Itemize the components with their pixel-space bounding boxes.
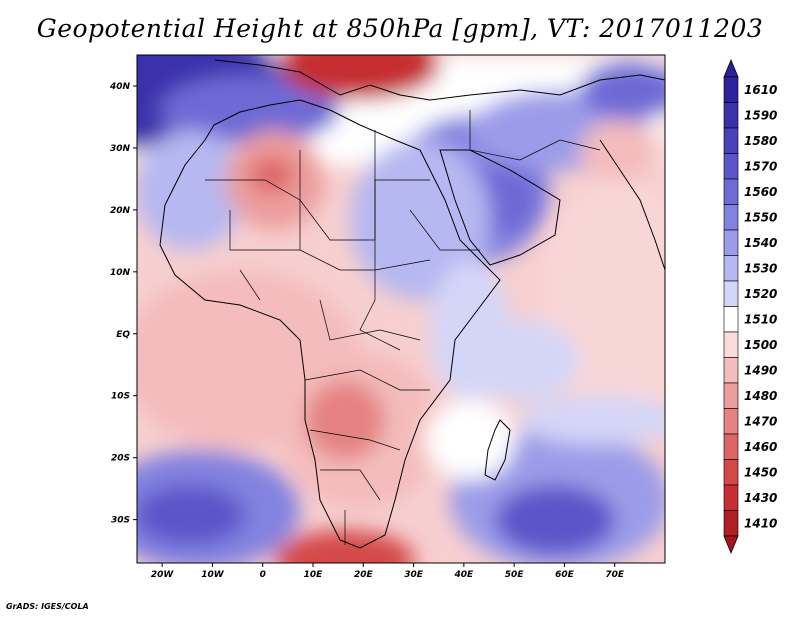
colorbar-label: 1610 xyxy=(744,83,777,97)
colorbar-label: 1490 xyxy=(744,363,777,377)
colorbar-label: 1460 xyxy=(744,440,777,454)
lon-tick-label: 10W xyxy=(201,570,225,580)
india-coastline xyxy=(599,139,665,271)
colorbar-label: 1450 xyxy=(744,465,777,479)
lat-tick-label: 20S xyxy=(111,454,130,464)
colorbar-label: 1520 xyxy=(744,287,777,301)
colorbar-label: 1550 xyxy=(744,210,777,224)
lat-tick-label: 30S xyxy=(111,516,130,526)
colorbar-swatch xyxy=(723,127,739,154)
lon-tick-label: 0 xyxy=(260,570,266,580)
colorbar-swatch xyxy=(723,306,739,333)
colorbar-label: 1480 xyxy=(744,389,777,403)
lon-tick-label: 10E xyxy=(304,570,324,580)
colorbar-swatch xyxy=(723,408,739,435)
lon-tick-label: 20E xyxy=(354,570,374,580)
lat-tick-label: 30N xyxy=(110,144,131,154)
colorbar-label: 1540 xyxy=(744,236,777,250)
africa-coastline xyxy=(159,99,501,549)
lat-tick-label: 10S xyxy=(111,392,130,402)
colorbar-label: 1530 xyxy=(744,261,777,275)
colorbar-swatch xyxy=(723,76,739,103)
lat-tick-label: 20N xyxy=(110,206,131,216)
lon-tick-label: 40E xyxy=(454,570,475,580)
colorbar-label: 1410 xyxy=(744,516,777,530)
colorbar-label: 1580 xyxy=(744,134,777,148)
colorbar-swatch xyxy=(723,459,739,486)
colorbar-swatch xyxy=(723,510,739,537)
colorbar-label: 1570 xyxy=(744,159,777,173)
map-axes: 20W 10W 0 10E 20E 30E 40E 50E 60E 70E 40N 30N 20N 10N… xyxy=(109,82,625,580)
europe-coastline xyxy=(214,59,665,101)
colorbar: 1610 1590 1580 1570 1560 1550 1540 1530 1520 1510… xyxy=(723,58,777,555)
lat-tick-label: EQ xyxy=(116,330,130,340)
map-title: Geopotential Height at 850hPa [gpm], VT:… xyxy=(36,14,764,43)
madagascar-coastline xyxy=(484,419,511,481)
lat-tick-label: 10N xyxy=(110,268,131,278)
colorbar-swatch xyxy=(723,357,739,384)
arabia-coastline xyxy=(439,149,561,266)
colorbar-swatch xyxy=(723,204,739,231)
colorbar-label: 1510 xyxy=(744,312,777,326)
plot-frame xyxy=(136,54,666,564)
lon-tick-label: 20W xyxy=(151,570,175,580)
lon-tick-label: 60E xyxy=(555,570,575,580)
colorbar-label: 1500 xyxy=(744,338,777,352)
colorbar-label: 1430 xyxy=(744,491,777,505)
colorbar-swatch xyxy=(723,382,739,409)
colorbar-swatch xyxy=(723,280,739,307)
colorbar-swatch xyxy=(723,153,739,180)
colorbar-swatch xyxy=(723,255,739,282)
colorbar-swatch xyxy=(723,178,739,205)
colorbar-swatch xyxy=(723,331,739,358)
height-field xyxy=(137,55,665,563)
colorbar-swatch xyxy=(723,229,739,256)
colorbar-label: 1590 xyxy=(744,108,777,122)
colorbar-swatch xyxy=(723,484,739,511)
colorbar-swatch xyxy=(723,433,739,460)
coastlines xyxy=(159,59,665,549)
country-borders xyxy=(205,110,601,545)
colorbar-bottom-arrow xyxy=(723,535,739,555)
colorbar-label: 1560 xyxy=(744,185,777,199)
lon-tick-label: 70E xyxy=(605,570,625,580)
colorbar-top-arrow xyxy=(723,58,739,78)
colorbar-label: 1470 xyxy=(744,414,777,428)
lon-tick-label: 50E xyxy=(505,570,525,580)
grads-credit: GrADS: IGES/COLA xyxy=(6,602,89,611)
lat-tick-label: 40N xyxy=(109,82,131,92)
colorbar-swatch xyxy=(723,102,739,129)
lon-tick-label: 30E xyxy=(404,570,424,580)
